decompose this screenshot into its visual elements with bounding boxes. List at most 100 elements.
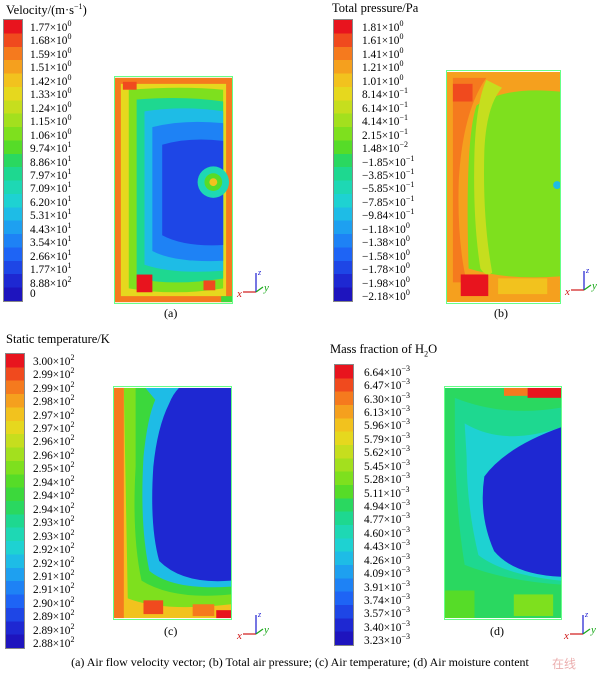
colorbar-tick-label: 8.88×102 — [30, 274, 72, 290]
velocity-field — [114, 76, 233, 304]
colorbar-tick-label: 5.31×101 — [30, 207, 72, 223]
colorbar-tick-label: 2.98×102 — [33, 393, 75, 409]
moisture-field — [444, 386, 562, 620]
colorbar-tick-label: −2.18×100 — [362, 288, 410, 304]
panel-label: (a) — [164, 306, 178, 320]
colorbar-tick-label: 2.93×102 — [33, 514, 75, 530]
colorbar-tick-label: 2.93×102 — [33, 527, 75, 543]
colorbar-tick-label: 5.45×10−3 — [364, 457, 410, 473]
x-axis-label: x — [236, 288, 242, 300]
colorbar-tick-label: 1.24×100 — [30, 99, 72, 115]
colorbar-tick-label: 5.11×10−3 — [364, 484, 410, 500]
colorbar-tick-label: 5.79×10−3 — [364, 430, 410, 446]
y-axis-label: y — [263, 624, 269, 636]
colorbar-tick-label: 2.91×102 — [33, 581, 75, 597]
colorbar-tick-label: 7.09×101 — [30, 180, 72, 196]
colorbar-tick-label: 2.15×10−1 — [362, 126, 408, 142]
colorbar-tick-label: 1.51×100 — [30, 59, 72, 75]
y-axis-label: y — [590, 624, 596, 636]
colorbar — [333, 19, 353, 302]
colorbar-tick-label: 3.91×10−3 — [364, 578, 410, 594]
colorbar-tick-label: 4.26×10−3 — [364, 551, 410, 567]
axes-triad-icon: x y z — [564, 266, 597, 298]
colorbar-tick-label: −1.18×100 — [362, 220, 410, 236]
colorbar-tick-label: −9.84×10−1 — [362, 207, 415, 223]
colorbar-tick-label: 6.30×10−3 — [364, 390, 410, 406]
x-axis-label: x — [564, 286, 570, 298]
panel-label: (c) — [164, 624, 178, 638]
colorbar-tick-label: 5.62×10−3 — [364, 444, 410, 460]
colorbar-tick-label: 2.99×102 — [33, 366, 75, 382]
panel-temperature: Static temperature/K 3.00×102 2.99×102 2.9… — [0, 330, 300, 650]
colorbar-ticks: 1.81×100 1.61×100 1.41×100 1.21×100 1.01×100… — [362, 19, 452, 304]
colorbar-tick-label: 2.90×102 — [33, 594, 75, 610]
z-axis-label: z — [257, 610, 262, 619]
colorbar-tick-label: −1.58×100 — [362, 247, 410, 263]
colorbar-tick-label: 2.99×102 — [33, 379, 75, 395]
colorbar-ticks: 1.77×100 1.68×100 1.59×100 1.51×100 1.42×100… — [30, 19, 120, 302]
colorbar-tick-label: 4.77×10−3 — [364, 511, 410, 527]
x-axis-label: x — [236, 630, 242, 642]
colorbar-tick-label: 2.89×102 — [33, 621, 75, 637]
panel-velocity: Velocity/(m·s−1) 1.77×100 1.68×100 1.59×10… — [0, 0, 300, 330]
colorbar-tick-label: 2.96×102 — [33, 433, 75, 449]
colorbar-tick-label: 3.74×10−3 — [364, 592, 410, 607]
colorbar-tick-label: 9.74×101 — [30, 140, 72, 156]
colorbar-ticks: 3.00×102 2.99×102 2.99×102 2.98×102 2.97×102… — [33, 352, 123, 651]
colorbar-tick-label: 6.64×10−3 — [364, 363, 410, 379]
z-axis-label: z — [257, 268, 262, 277]
colorbar-tick-label: 3.54×101 — [30, 234, 72, 250]
colorbar-tick-label: 1.01×100 — [362, 72, 404, 88]
panel-title: Static temperature/K — [6, 332, 110, 346]
colorbar — [5, 353, 25, 649]
watermark: 在线 — [551, 657, 576, 671]
colorbar-tick-label: 3.40×10−3 — [364, 618, 410, 634]
colorbar-tick-label: 2.92×102 — [33, 541, 75, 557]
colorbar-tick-label: 1.48×10−2 — [362, 140, 408, 156]
colorbar-tick-label: −1.38×100 — [362, 234, 410, 250]
panel-label: (b) — [494, 306, 508, 320]
temperature-field — [113, 386, 232, 620]
colorbar-tick-label: 1.61×100 — [362, 32, 404, 48]
pressure-field — [446, 70, 561, 304]
y-axis-label: y — [591, 280, 597, 292]
colorbar-tick-label: 7.97×101 — [30, 166, 72, 182]
colorbar-tick-label: 1.15×100 — [30, 113, 72, 129]
colorbar-tick-label: 1.68×100 — [30, 32, 72, 48]
colorbar-tick-label: 5.28×10−3 — [364, 471, 410, 487]
colorbar-tick-label: 8.14×10−1 — [362, 86, 408, 102]
colorbar-tick-label: 1.59×100 — [30, 45, 72, 61]
colorbar-tick-label: 2.95×102 — [33, 460, 75, 476]
colorbar-tick-label: 2.96×102 — [33, 446, 75, 462]
colorbar-tick-label: 0 — [30, 288, 36, 301]
x-axis-label: x — [563, 630, 569, 642]
panel-title: Mass fraction of H2O — [330, 342, 438, 359]
colorbar-tick-label: 1.06×100 — [30, 126, 72, 142]
colorbar-tick-label: 2.97×102 — [33, 420, 75, 435]
colorbar-tick-label: −1.85×10−1 — [362, 153, 415, 169]
colorbar-tick-label: 4.43×101 — [30, 220, 72, 236]
colorbar-tick-label: 3.23×10−3 — [364, 632, 410, 648]
colorbar-tick-label: −7.85×10−1 — [362, 193, 415, 209]
axes-triad-icon: x y z — [236, 610, 269, 642]
colorbar-tick-label: 4.09×10−3 — [364, 565, 410, 581]
panel-label: (d) — [490, 624, 504, 638]
panel-title: Velocity/(m·s−1) — [6, 2, 87, 17]
panel-moisture: Mass fraction of H2O 6.64×10−3 6.47×10−3 6… — [300, 330, 600, 650]
colorbar-tick-label: −1.98×100 — [362, 274, 410, 290]
panel-title: Total pressure/Pa — [332, 1, 419, 15]
colorbar-tick-label: 3.00×102 — [33, 352, 75, 368]
colorbar — [3, 19, 23, 302]
colorbar-tick-label: 6.14×10−1 — [362, 99, 408, 115]
colorbar-tick-label: 2.88×102 — [33, 635, 75, 651]
colorbar-tick-label: 2.94×102 — [33, 473, 75, 489]
colorbar-tick-label: 2.92×102 — [33, 554, 75, 570]
colorbar-tick-label: 2.97×102 — [33, 406, 75, 422]
colorbar-tick-label: 4.94×10−3 — [364, 498, 410, 513]
colorbar-tick-label: 1.77×100 — [30, 18, 72, 34]
figure-caption: (a) Air flow velocity vector; (b) Total … — [71, 655, 529, 669]
colorbar-tick-label: 2.66×101 — [30, 247, 72, 263]
colorbar-tick-label: 6.20×101 — [30, 193, 72, 209]
colorbar-tick-label: −5.85×10−1 — [362, 180, 415, 196]
colorbar-tick-label: 5.96×10−3 — [364, 417, 410, 433]
